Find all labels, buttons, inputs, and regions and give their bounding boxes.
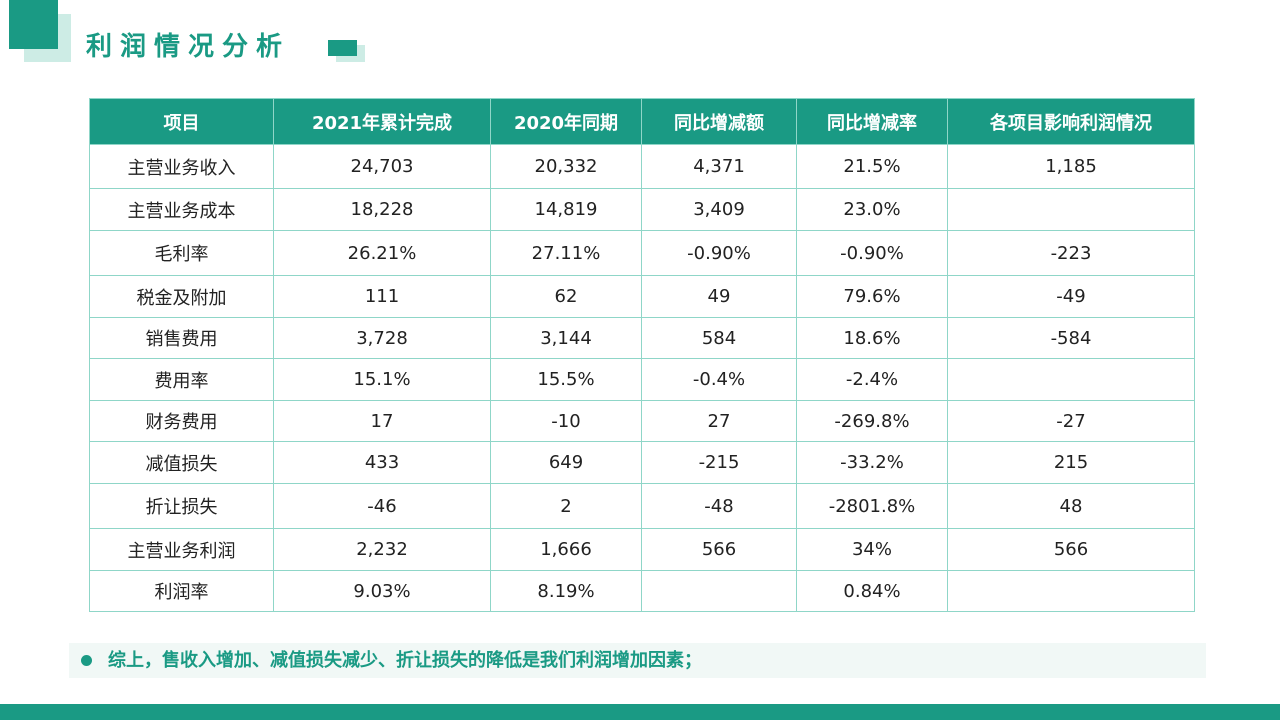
- table-cell: 2: [490, 483, 642, 529]
- table-cell: 584: [641, 317, 797, 359]
- table-cell: -215: [641, 441, 797, 484]
- table-cell: -10: [490, 400, 642, 442]
- table-cell: -27: [947, 400, 1195, 442]
- table-cell: 34%: [796, 528, 948, 571]
- table-cell: 税金及附加: [89, 275, 274, 318]
- table-cell: 14,819: [490, 188, 642, 231]
- table-cell: 8.19%: [490, 570, 642, 612]
- table-cell: -0.90%: [641, 230, 797, 276]
- table-cell: -0.4%: [641, 358, 797, 401]
- table-cell: 27.11%: [490, 230, 642, 276]
- table-cell: 利润率: [89, 570, 274, 612]
- table-cell: 折让损失: [89, 483, 274, 529]
- table-cell: -48: [641, 483, 797, 529]
- table-cell: 主营业务利润: [89, 528, 274, 571]
- table-cell: 财务费用: [89, 400, 274, 442]
- table-cell: -49: [947, 275, 1195, 318]
- table-cell: -269.8%: [796, 400, 948, 442]
- header-item: 项目: [89, 98, 274, 145]
- table-cell: 1,666: [490, 528, 642, 571]
- table-row: 主营业务利润 2,232 1,666 566 34% 566: [89, 528, 1195, 571]
- header-2021-cumulative: 2021年累计完成: [273, 98, 491, 145]
- table-cell: 0.84%: [796, 570, 948, 612]
- table-cell: 毛利率: [89, 230, 274, 276]
- table-cell: 主营业务收入: [89, 144, 274, 189]
- table-cell: -584: [947, 317, 1195, 359]
- table-cell: 20,332: [490, 144, 642, 189]
- table-cell: 18.6%: [796, 317, 948, 359]
- page-title: 利润情况分析: [86, 32, 291, 62]
- table-cell: -223: [947, 230, 1195, 276]
- table-row: 利润率 9.03% 8.19% 0.84%: [89, 570, 1195, 612]
- table-cell: 27: [641, 400, 797, 442]
- table-cell: 21.5%: [796, 144, 948, 189]
- table-cell: 费用率: [89, 358, 274, 401]
- table-cell: 649: [490, 441, 642, 484]
- table-cell: 3,144: [490, 317, 642, 359]
- footer-bar: [0, 704, 1280, 720]
- table-header-row: 项目 2021年累计完成 2020年同期 同比增减额 同比增减率 各项目影响利润…: [89, 98, 1195, 145]
- table-cell: [947, 358, 1195, 401]
- table-cell: 23.0%: [796, 188, 948, 231]
- table-row: 销售费用 3,728 3,144 584 18.6% -584: [89, 317, 1195, 359]
- table-cell: 18,228: [273, 188, 491, 231]
- table-cell: 9.03%: [273, 570, 491, 612]
- title-deco-dark: [328, 40, 357, 56]
- table-cell: -0.90%: [796, 230, 948, 276]
- header-profit-impact: 各项目影响利润情况: [947, 98, 1195, 145]
- table-cell: 111: [273, 275, 491, 318]
- table-cell: 24,703: [273, 144, 491, 189]
- table-cell: 49: [641, 275, 797, 318]
- table-cell: [947, 570, 1195, 612]
- table-cell: 62: [490, 275, 642, 318]
- header-yoy-change-amount: 同比增减额: [641, 98, 797, 145]
- table-cell: 主营业务成本: [89, 188, 274, 231]
- header-2020-same-period: 2020年同期: [490, 98, 642, 145]
- table-cell: 15.1%: [273, 358, 491, 401]
- summary-box: 综上，售收入增加、减值损失减少、折让损失的降低是我们利润增加因素；: [69, 643, 1206, 678]
- table-cell: 减值损失: [89, 441, 274, 484]
- table-cell: 销售费用: [89, 317, 274, 359]
- table-cell: 3,728: [273, 317, 491, 359]
- table-cell: 26.21%: [273, 230, 491, 276]
- table-cell: [947, 188, 1195, 231]
- table-cell: 215: [947, 441, 1195, 484]
- deco-square-dark: [9, 0, 58, 49]
- table-row: 减值损失 433 649 -215 -33.2% 215: [89, 441, 1195, 484]
- table-row: 费用率 15.1% 15.5% -0.4% -2.4%: [89, 358, 1195, 401]
- header-yoy-change-rate: 同比增减率: [796, 98, 948, 145]
- table-cell: -33.2%: [796, 441, 948, 484]
- table-cell: 566: [641, 528, 797, 571]
- table-row: 税金及附加 111 62 49 79.6% -49: [89, 275, 1195, 318]
- table-cell: 17: [273, 400, 491, 442]
- table-cell: -2801.8%: [796, 483, 948, 529]
- table-row: 财务费用 17 -10 27 -269.8% -27: [89, 400, 1195, 442]
- table-cell: [641, 570, 797, 612]
- table-row: 毛利率 26.21% 27.11% -0.90% -0.90% -223: [89, 230, 1195, 276]
- summary-text: 综上，售收入增加、减值损失减少、折让损失的降低是我们利润增加因素；: [108, 650, 702, 671]
- table-row: 折让损失 -46 2 -48 -2801.8% 48: [89, 483, 1195, 529]
- profit-table: 项目 2021年累计完成 2020年同期 同比增减额 同比增减率 各项目影响利润…: [89, 98, 1195, 612]
- table-cell: 79.6%: [796, 275, 948, 318]
- table-cell: 433: [273, 441, 491, 484]
- table-cell: 3,409: [641, 188, 797, 231]
- table-cell: -2.4%: [796, 358, 948, 401]
- bullet-dot-icon: [81, 655, 92, 666]
- table-cell: 566: [947, 528, 1195, 571]
- table-cell: -46: [273, 483, 491, 529]
- table-cell: 2,232: [273, 528, 491, 571]
- table-cell: 48: [947, 483, 1195, 529]
- table-cell: 15.5%: [490, 358, 642, 401]
- table-row: 主营业务成本 18,228 14,819 3,409 23.0%: [89, 188, 1195, 231]
- table-cell: 1,185: [947, 144, 1195, 189]
- table-cell: 4,371: [641, 144, 797, 189]
- table-row: 主营业务收入 24,703 20,332 4,371 21.5% 1,185: [89, 144, 1195, 189]
